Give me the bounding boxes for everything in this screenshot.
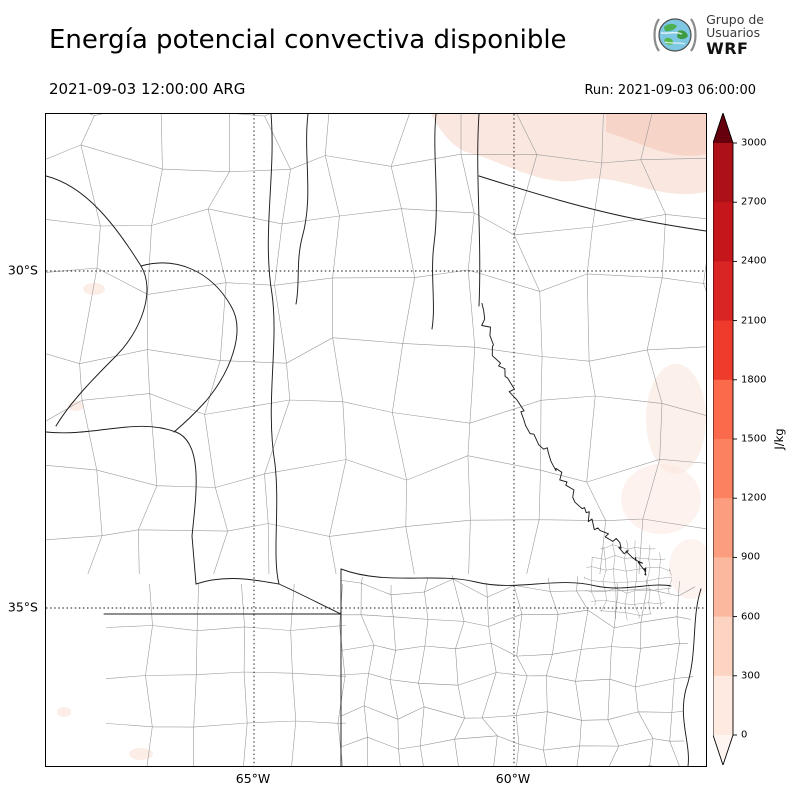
lon-tick-label: 60°W	[495, 771, 531, 786]
colorbar-tick-label: 1500	[741, 433, 767, 445]
valid-time-label: 2021-09-03 12:00:00 ARG	[49, 80, 246, 98]
colorbar-tick-label: 0	[741, 729, 748, 741]
colorbar-tick-label: 2700	[741, 196, 767, 208]
wrf-users-group-logo: Grupo de Usuarios WRF	[651, 11, 764, 59]
colorbar-tick-label: 1800	[741, 374, 767, 386]
logo-line-wrf: WRF	[706, 38, 749, 58]
lat-tick-label: 35°S	[7, 599, 38, 615]
colorbar-tick-label: 600	[741, 611, 761, 623]
department-boundaries	[46, 114, 706, 766]
colorbar-tick-label: 2400	[741, 255, 767, 267]
colorbar-tick-label: 2100	[741, 315, 767, 327]
colorbar-unit-label: J/kg	[772, 428, 786, 450]
globe-logo-icon	[653, 18, 697, 52]
river-boundary	[481, 303, 647, 576]
logo-text: Grupo de Usuarios WRF	[706, 13, 764, 57]
colorbar-tick-label: 1200	[741, 492, 767, 504]
cape-shading-patches	[57, 114, 706, 760]
colorbar	[713, 113, 737, 765]
colorbar-tick-label: 3000	[741, 137, 767, 149]
colorbar-tick-labels: 3000 2700 2400 2100 1800 1500 1200 900 600 300 0	[741, 113, 783, 765]
colorbar-tick-label: 900	[741, 551, 761, 563]
latlon-gridlines	[46, 114, 706, 766]
colorbar-tick-label: 300	[741, 670, 761, 682]
map-canvas	[45, 113, 707, 767]
logo-line-1: Grupo de	[706, 11, 764, 27]
page-title: Energía potencial convectiva disponible	[49, 25, 567, 55]
province-boundaries	[46, 114, 706, 766]
map-plot	[46, 114, 706, 766]
model-run-label: Run: 2021-09-03 06:00:00	[584, 83, 756, 98]
logo-line-2: Usuarios	[706, 25, 761, 41]
lat-tick-label: 30°S	[7, 262, 38, 278]
lon-tick-label: 65°W	[235, 771, 271, 786]
